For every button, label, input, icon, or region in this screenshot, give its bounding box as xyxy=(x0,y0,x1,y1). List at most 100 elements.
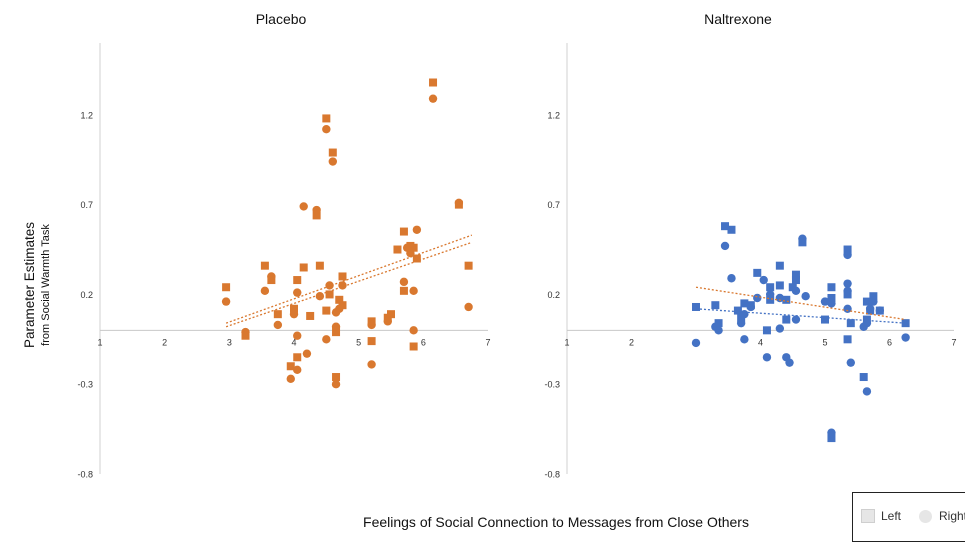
data-point-circle xyxy=(293,331,302,340)
data-point-square xyxy=(859,373,868,382)
data-point-square xyxy=(788,283,797,292)
data-point-circle xyxy=(428,94,438,103)
data-point-square xyxy=(315,261,324,270)
data-point-circle xyxy=(454,198,464,208)
trendline xyxy=(225,241,473,328)
x-tick-label: 4 xyxy=(291,337,296,347)
y-tick-label: 1.2 xyxy=(547,110,560,120)
data-point-circle xyxy=(820,297,830,306)
data-point-circle xyxy=(862,387,872,396)
data-point-square xyxy=(843,335,852,344)
data-point-square xyxy=(775,281,784,290)
data-point-square xyxy=(827,283,836,292)
data-point-square xyxy=(733,306,742,315)
data-point-circle xyxy=(325,281,334,290)
y-tick-label: -0.8 xyxy=(77,470,93,480)
data-point-circle xyxy=(791,286,801,296)
data-point-circle xyxy=(293,288,302,297)
data-point-square xyxy=(332,373,341,382)
data-point-square xyxy=(827,434,836,443)
y-tick-label: 0.2 xyxy=(547,290,560,300)
data-point-square xyxy=(782,295,791,304)
y-tick-label: 0.7 xyxy=(80,200,93,210)
data-point-square xyxy=(782,315,791,324)
data-point-square xyxy=(409,342,418,351)
x-tick-label: 3 xyxy=(227,337,232,347)
data-point-square xyxy=(322,306,331,315)
data-point-circle xyxy=(331,322,341,331)
data-point-circle xyxy=(714,326,723,335)
x-tick-label: 2 xyxy=(629,337,634,347)
data-point-square xyxy=(399,227,408,236)
data-point-square xyxy=(332,328,341,337)
data-point-circle xyxy=(785,358,794,367)
data-point-circle xyxy=(241,327,250,337)
x-tick-label: 1 xyxy=(97,337,102,347)
data-point-circle xyxy=(746,302,756,312)
data-point-square xyxy=(753,268,762,277)
trendline xyxy=(695,308,906,324)
data-point-circle xyxy=(843,279,852,288)
data-point-square xyxy=(727,225,736,234)
data-point-square xyxy=(692,302,700,311)
data-point-square xyxy=(409,243,418,252)
data-point-circle xyxy=(367,360,376,369)
data-point-circle xyxy=(753,293,762,303)
data-point-square xyxy=(273,310,282,319)
y-tick-label: -0.8 xyxy=(544,470,560,480)
x-tick-label: 6 xyxy=(887,337,892,347)
data-point-circle xyxy=(409,286,418,296)
data-point-circle xyxy=(331,380,341,389)
data-point-circle xyxy=(775,293,785,303)
data-point-circle xyxy=(367,320,376,330)
data-point-circle xyxy=(383,317,392,326)
legend-label-right: Right xyxy=(939,509,965,523)
data-point-circle xyxy=(293,365,302,375)
data-point-circle xyxy=(869,297,878,306)
data-point-circle xyxy=(409,326,418,335)
y-tick-label: 0.7 xyxy=(547,200,560,210)
data-point-circle xyxy=(399,277,409,287)
data-point-square xyxy=(714,319,723,328)
data-point-square xyxy=(464,261,473,270)
data-point-square xyxy=(286,362,295,371)
data-point-square xyxy=(222,283,231,292)
y-tick-label: -0.3 xyxy=(544,380,560,390)
data-point-circle xyxy=(740,309,749,319)
data-point-circle xyxy=(801,292,810,301)
data-point-circle xyxy=(315,292,325,301)
y-axis-label: Parameter Estimates xyxy=(22,222,37,348)
data-point-square xyxy=(843,245,852,254)
data-point-square xyxy=(338,272,347,281)
data-point-circle xyxy=(691,338,701,348)
y-axis-sublabel: from Social Warmth Task xyxy=(40,224,52,346)
data-point-circle xyxy=(765,290,775,299)
data-point-square xyxy=(335,295,344,304)
legend-label-left: Left xyxy=(881,509,902,523)
data-point-square xyxy=(293,276,302,285)
data-point-circle xyxy=(775,324,785,333)
data-point-circle xyxy=(827,428,836,437)
data-point-square xyxy=(740,299,749,308)
data-point-square xyxy=(775,261,784,270)
data-point-circle xyxy=(289,309,299,319)
data-point-circle xyxy=(720,241,730,251)
data-point-square xyxy=(869,292,878,301)
data-point-square xyxy=(791,276,800,285)
data-point-square xyxy=(299,263,308,272)
data-point-square xyxy=(762,326,771,335)
data-point-circle xyxy=(846,358,855,367)
data-point-circle xyxy=(335,304,344,313)
chart-title: Placebo xyxy=(256,11,307,27)
data-point-square xyxy=(766,295,775,304)
data-point-circle xyxy=(827,299,836,308)
data-point-square xyxy=(387,310,395,319)
data-point-square xyxy=(260,261,269,270)
data-point-square xyxy=(821,315,829,324)
data-point-circle xyxy=(328,157,337,166)
data-point-circle xyxy=(322,335,331,344)
trendline xyxy=(225,234,473,324)
data-point-circle xyxy=(865,304,875,313)
data-point-square xyxy=(791,270,800,279)
